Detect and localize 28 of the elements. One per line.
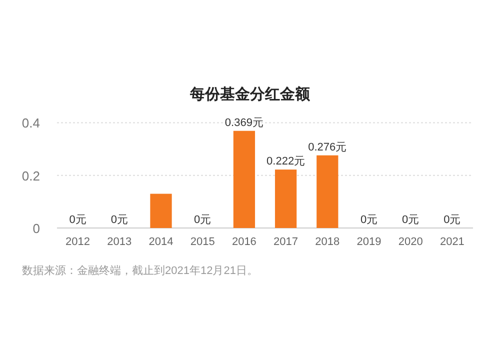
x-tick-label: 2019 xyxy=(356,236,382,248)
x-tick-label: 2015 xyxy=(190,236,215,248)
x-tick-label: 2016 xyxy=(232,236,256,248)
x-tick-label: 2021 xyxy=(440,236,464,248)
data-label: 0元 xyxy=(69,214,86,226)
data-label: 0元 xyxy=(110,214,128,226)
y-tick-label: 0.2 xyxy=(22,168,40,184)
x-tick-label: 2017 xyxy=(274,236,298,248)
y-tick-label: 0.4 xyxy=(22,116,40,131)
data-label: 0元 xyxy=(402,214,420,226)
data-label: 0.276元 xyxy=(308,141,347,154)
data-label: 0元 xyxy=(194,214,212,226)
y-tick-label: 0 xyxy=(32,221,40,236)
bar xyxy=(233,130,256,228)
x-tick-label: 2018 xyxy=(315,236,340,248)
bar xyxy=(150,194,172,228)
bar xyxy=(274,170,297,228)
data-label: 0.369元 xyxy=(224,116,264,129)
x-tick-label: 2014 xyxy=(148,236,174,248)
source-note: 数据来源：金融终端，截止到2021年12月21日。 xyxy=(22,264,258,277)
bar xyxy=(316,155,338,228)
data-label: 0元 xyxy=(360,214,378,226)
x-tick-label: 2012 xyxy=(66,236,90,248)
chart-title: 每份基金分红金额 xyxy=(189,85,311,103)
x-tick-label: 2020 xyxy=(398,236,423,248)
x-tick-label: 2013 xyxy=(107,236,132,248)
data-label: 0元 xyxy=(444,214,461,226)
data-label: 0.222元 xyxy=(266,156,306,168)
